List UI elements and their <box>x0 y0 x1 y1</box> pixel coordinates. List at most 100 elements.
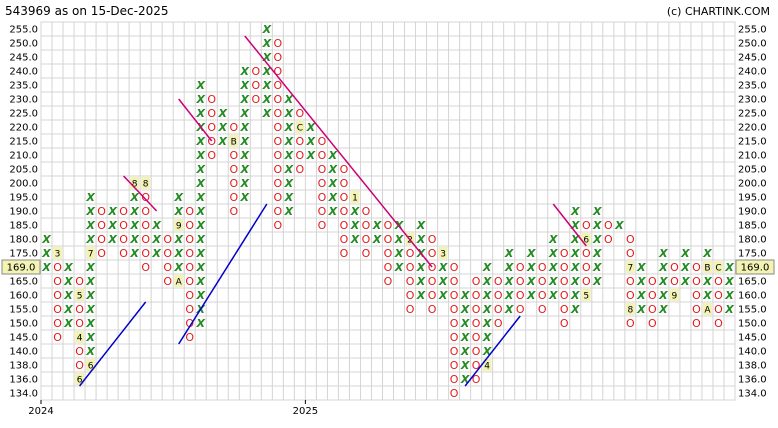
x-box: X <box>724 289 734 302</box>
o-box: O <box>274 51 283 64</box>
y-tick-label-left: 185.0 <box>9 221 38 232</box>
x-box: X <box>548 233 558 246</box>
x-box: X <box>284 107 294 120</box>
o-box: O <box>274 205 283 218</box>
x-box: X <box>240 107 250 120</box>
o-box: O <box>428 261 437 274</box>
x-box: X <box>173 233 183 246</box>
y-tick-label-left: 138.0 <box>9 361 38 372</box>
chart-credit: (c) CHARTINK.COM <box>666 5 770 18</box>
x-box: X <box>240 121 250 134</box>
y-tick-label-right: 230.0 <box>738 95 767 106</box>
x-box: X <box>438 289 448 302</box>
y-tick-label-right: 245.0 <box>738 53 767 64</box>
x-box: X <box>548 261 558 274</box>
x-box: X <box>724 275 734 288</box>
x-box: X <box>151 219 161 232</box>
o-box: O <box>384 219 393 232</box>
x-box: X <box>284 121 294 134</box>
o-box: O <box>75 317 84 330</box>
o-box: O <box>406 261 415 274</box>
o-box: O <box>229 205 238 218</box>
x-box: X <box>636 275 646 288</box>
y-tick-label-left: 235.0 <box>9 81 38 92</box>
o-box: O <box>560 261 569 274</box>
month-marker-bg <box>669 289 679 301</box>
o-box: O <box>229 177 238 190</box>
o-box: O <box>274 191 283 204</box>
x-box: X <box>416 219 426 232</box>
o-box: O <box>450 261 459 274</box>
o-box: O <box>604 233 613 246</box>
o-box: O <box>53 303 62 316</box>
resistance-trendline <box>244 35 433 268</box>
support-trendline <box>464 315 521 387</box>
o-box: O <box>450 275 459 288</box>
current-price-label: 169.0 <box>741 263 770 274</box>
o-box: O <box>163 261 172 274</box>
month-marker-bg <box>581 289 591 301</box>
o-box: O <box>560 303 569 316</box>
x-box: X <box>482 317 492 330</box>
x-box: X <box>636 289 646 302</box>
x-box: X <box>240 191 250 204</box>
month-marker: 5 <box>77 292 83 302</box>
o-box: O <box>472 303 481 316</box>
x-box: X <box>195 233 205 246</box>
o-box: O <box>582 247 591 260</box>
x-box: X <box>548 275 558 288</box>
o-box: O <box>692 303 701 316</box>
month-marker-bg <box>581 233 591 245</box>
o-box: O <box>406 289 415 302</box>
o-box: O <box>53 261 62 274</box>
resistance-trendline <box>552 203 587 247</box>
month-marker-bg <box>229 135 239 147</box>
o-box: O <box>714 275 723 288</box>
x-box: X <box>85 317 95 330</box>
x-box: X <box>482 275 492 288</box>
o-box: O <box>229 191 238 204</box>
o-box: O <box>229 163 238 176</box>
o-box: O <box>75 345 84 358</box>
o-box: O <box>53 317 62 330</box>
x-box: X <box>262 37 272 50</box>
y-tick-label-left: 140.0 <box>9 347 38 358</box>
o-box: O <box>53 275 62 288</box>
month-marker: 3 <box>55 250 61 260</box>
month-marker: 7 <box>627 264 633 274</box>
x-box: X <box>460 317 470 330</box>
o-box: O <box>450 317 459 330</box>
x-box: X <box>504 261 514 274</box>
o-box: O <box>340 219 349 232</box>
o-box: O <box>274 37 283 50</box>
month-marker: 3 <box>440 250 446 260</box>
o-box: O <box>274 79 283 92</box>
o-box: O <box>340 163 349 176</box>
o-box: O <box>692 261 701 274</box>
o-box: O <box>450 289 459 302</box>
month-marker-bg <box>350 191 360 203</box>
o-box: O <box>119 233 128 246</box>
o-box: O <box>626 289 635 302</box>
o-box: O <box>648 303 657 316</box>
y-tick-label-left: 165.0 <box>9 277 38 288</box>
x-box: X <box>262 65 272 78</box>
o-box: O <box>450 331 459 344</box>
o-box: O <box>516 303 525 316</box>
x-box: X <box>63 261 73 274</box>
o-box: O <box>670 261 679 274</box>
month-marker-bg <box>295 121 305 133</box>
o-box: O <box>384 275 393 288</box>
y-tick-label-left: 195.0 <box>9 193 38 204</box>
x-box: X <box>570 275 580 288</box>
x-box: X <box>195 135 205 148</box>
month-marker-bg <box>130 177 140 189</box>
y-tick-label-right: 180.0 <box>738 235 767 246</box>
o-box: O <box>141 205 150 218</box>
o-box: O <box>185 331 194 344</box>
x-box: X <box>482 331 492 344</box>
o-box: O <box>119 205 128 218</box>
y-tick-label-right: 215.0 <box>738 137 767 148</box>
x-box: X <box>262 107 272 120</box>
